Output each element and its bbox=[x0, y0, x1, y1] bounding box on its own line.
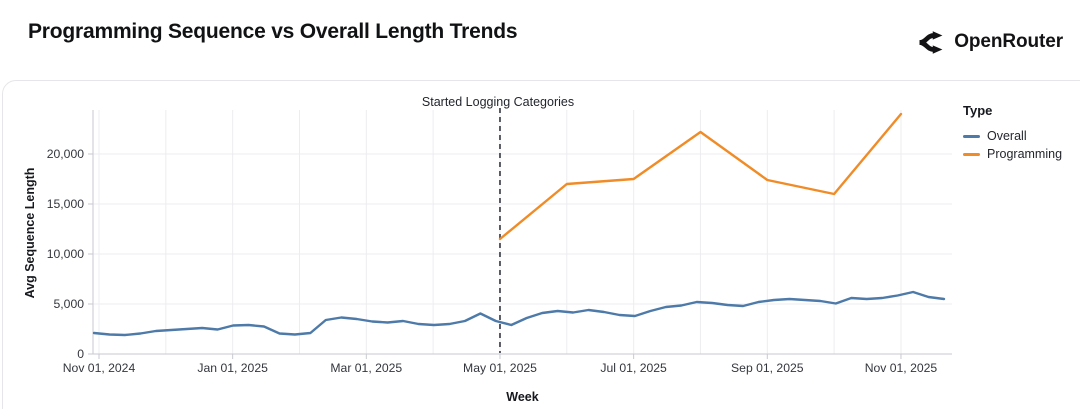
chart-card bbox=[2, 80, 1080, 409]
legend-swatch-overall bbox=[963, 134, 980, 138]
openrouter-icon bbox=[919, 30, 943, 54]
y-axis-title: Avg Sequence Length bbox=[23, 167, 37, 299]
openrouter-logo[interactable]: OpenRouter bbox=[918, 26, 1063, 58]
legend-label: Programming bbox=[987, 147, 1063, 161]
legend-title: Type bbox=[963, 103, 993, 118]
legend: Type Overall Programming bbox=[963, 103, 1062, 163]
legend-swatch-programming bbox=[963, 152, 980, 156]
x-axis-title: Week bbox=[506, 390, 539, 404]
brand-name: OpenRouter bbox=[954, 31, 1063, 52]
legend-entry-overall: Overall bbox=[963, 127, 1062, 145]
legend-entry-programming: Programming bbox=[963, 145, 1062, 163]
annotation-label: Started Logging Categories bbox=[421, 95, 575, 109]
legend-items: Overall Programming bbox=[963, 127, 1062, 163]
page-title: Programming Sequence vs Overall Length T… bbox=[28, 20, 518, 43]
legend-label: Overall bbox=[987, 129, 1027, 143]
